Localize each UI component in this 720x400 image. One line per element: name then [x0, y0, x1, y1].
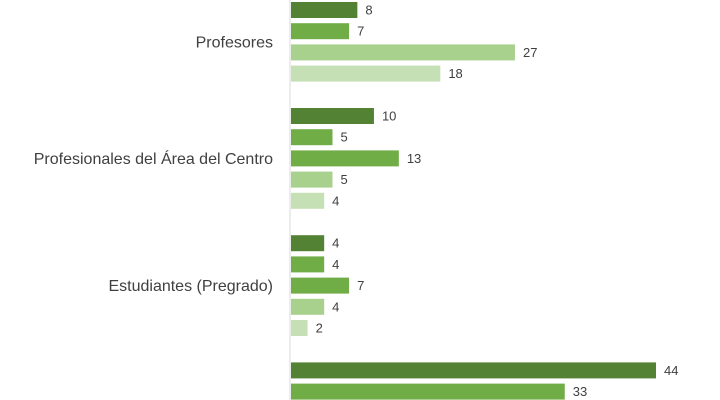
bar-5 [291, 129, 333, 146]
bar-15 [291, 383, 565, 400]
bar-value-label-15: 33 [573, 384, 587, 399]
bar-14 [291, 362, 656, 379]
bar-11 [291, 277, 350, 294]
bar-1 [291, 23, 350, 40]
bar-value-label-8: 4 [332, 193, 339, 208]
bar-value-label-5: 5 [340, 130, 347, 145]
bar-value-label-7: 5 [340, 172, 347, 187]
bar-2 [291, 44, 515, 61]
bar-value-label-3: 18 [448, 66, 462, 81]
category-label-2: Estudiantes (Pregrado) [108, 278, 273, 295]
bar-value-label-6: 13 [407, 151, 421, 166]
bar-10 [291, 256, 325, 273]
category-label-0: Profesores [196, 34, 273, 51]
category-label-1: Profesionales del Área del Centro [34, 149, 273, 168]
bar-value-label-9: 4 [332, 236, 339, 251]
bar-value-label-14: 44 [664, 363, 678, 378]
bar-value-label-10: 4 [332, 257, 339, 272]
bar-value-label-4: 10 [382, 109, 396, 124]
bar-value-label-11: 7 [357, 278, 364, 293]
bar-value-label-1: 7 [357, 24, 364, 39]
bar-9 [291, 235, 325, 252]
bar-6 [291, 150, 399, 167]
bar-0 [291, 2, 358, 18]
bar-3 [291, 65, 441, 82]
bar-value-label-12: 4 [332, 299, 339, 314]
bar-7 [291, 171, 333, 188]
bar-value-label-13: 2 [316, 321, 323, 336]
bar-13 [291, 320, 308, 336]
bar-value-label-0: 8 [365, 3, 372, 18]
bar-value-label-2: 27 [523, 45, 537, 60]
bar-4 [291, 108, 374, 124]
bar-8 [291, 192, 325, 209]
bar-12 [291, 298, 325, 315]
